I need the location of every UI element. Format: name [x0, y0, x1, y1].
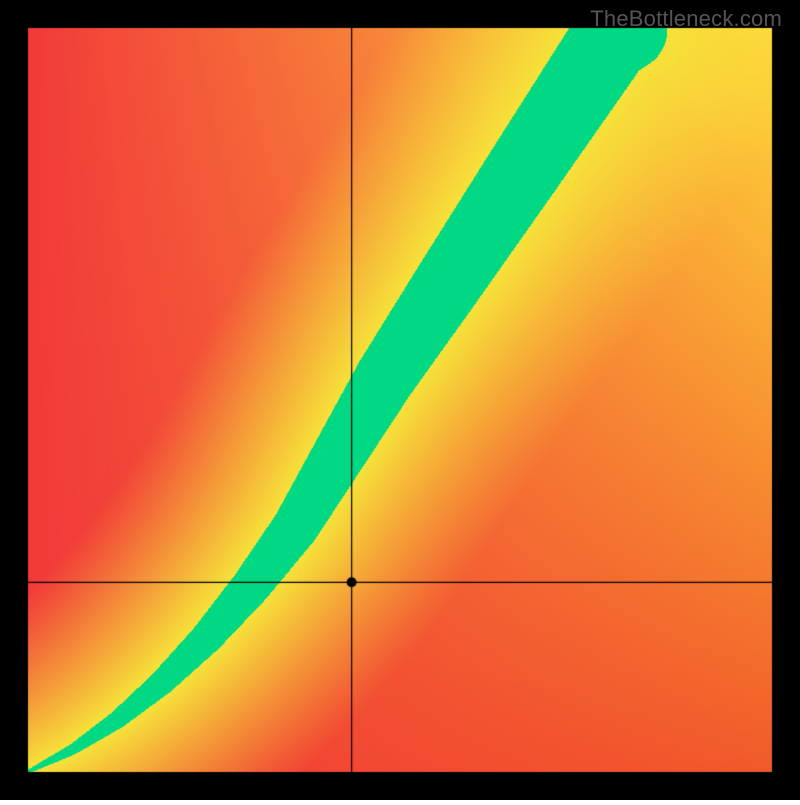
- watermark-text: TheBottleneck.com: [590, 6, 782, 32]
- bottleneck-heatmap: TheBottleneck.com: [0, 0, 800, 800]
- heatmap-canvas: [0, 0, 800, 800]
